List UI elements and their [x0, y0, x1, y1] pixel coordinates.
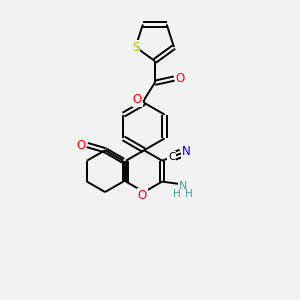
Text: O: O	[176, 72, 185, 85]
Text: O: O	[76, 139, 85, 152]
Text: O: O	[133, 93, 142, 106]
Text: S: S	[132, 40, 139, 53]
Text: N: N	[179, 181, 187, 191]
Text: H: H	[185, 189, 193, 200]
Text: N: N	[182, 146, 191, 158]
Text: H: H	[173, 189, 181, 200]
Text: C: C	[168, 152, 175, 162]
Text: O: O	[137, 189, 147, 202]
